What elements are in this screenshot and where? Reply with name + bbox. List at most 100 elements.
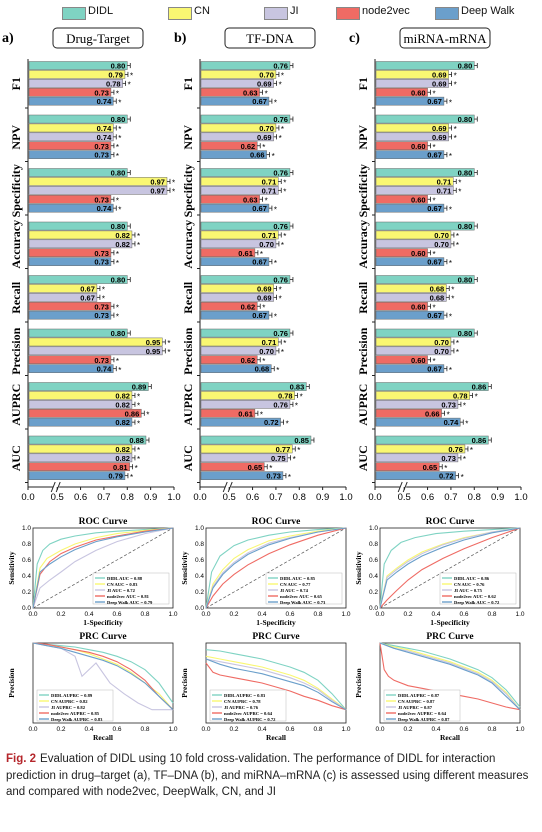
metric-label: F1 xyxy=(9,77,23,90)
x-tick-label: 0.4 xyxy=(257,611,266,618)
curve-line xyxy=(32,527,174,609)
bar-value-label: 0.74 xyxy=(97,204,112,213)
significance-mark: * xyxy=(137,393,140,402)
bar xyxy=(375,177,454,186)
bar-value-label: 0.67 xyxy=(427,151,442,160)
curve-legend-label: JI AUPRC = 0.87 xyxy=(398,705,433,710)
bar-value-label: 0.71 xyxy=(437,186,452,195)
bar-value-label: 0.80 xyxy=(111,222,126,231)
curve-legend-label: Deep Walk AUC = 0.72 xyxy=(454,600,500,605)
x-tick-label: 0.6 xyxy=(112,726,121,733)
diagonal-reference-line xyxy=(32,527,174,609)
x-tick-label: 0.9 xyxy=(491,492,504,503)
significance-mark: * xyxy=(456,241,459,250)
bar xyxy=(375,346,452,356)
curve-line xyxy=(379,527,521,609)
y-axis-label: Sensitivity xyxy=(180,551,189,585)
metric-label: F1 xyxy=(356,77,370,90)
x-tick-label: 1.0 xyxy=(341,611,350,618)
curve-legend-label: JI AUC = 0.75 xyxy=(454,588,483,593)
legend: DIDL CN JI node2vec Deep Walk xyxy=(0,2,542,24)
significance-mark: * xyxy=(449,259,452,268)
curve-line xyxy=(205,658,347,711)
significance-mark: * xyxy=(137,419,140,428)
bar-value-label: 0.80 xyxy=(458,329,473,338)
metric-label: Precision xyxy=(181,327,195,374)
bar-value-label: 0.78 xyxy=(106,79,121,88)
metric-label: AUPRC xyxy=(181,384,195,426)
metric-label: Specificity xyxy=(181,164,195,217)
bar xyxy=(200,346,277,356)
x-tick-label: 0.0 xyxy=(28,611,37,618)
x-tick-label: 0.4 xyxy=(84,726,93,733)
x-tick-label: 0.8 xyxy=(140,726,149,733)
bar-value-label: 0.80 xyxy=(111,62,126,71)
bar-value-label: 0.97 xyxy=(150,178,165,187)
significance-mark: * xyxy=(274,205,277,214)
significance-mark: * xyxy=(137,455,140,464)
bar-value-label: 0.61 xyxy=(238,409,253,418)
bar-value-label: 0.78 xyxy=(278,392,293,401)
bar-value-label: 0.68 xyxy=(430,293,445,302)
significance-mark: * xyxy=(283,179,286,188)
legend-swatch xyxy=(264,7,288,20)
legend-label: Deep Walk xyxy=(461,5,515,17)
curve-legend-box xyxy=(92,572,170,605)
significance-mark: * xyxy=(135,464,138,473)
bar-value-label: 0.86 xyxy=(472,436,487,445)
axis-break-mark xyxy=(227,481,233,493)
bar-value-label: 0.67 xyxy=(252,97,267,106)
legend-swatch xyxy=(62,7,86,20)
curve-line xyxy=(379,642,521,711)
bar-value-label: 0.66 xyxy=(250,151,265,160)
x-tick-label: 0.0 xyxy=(375,726,384,733)
x-tick-label: 1.0 xyxy=(515,611,524,618)
legend-label: DIDL xyxy=(88,5,114,17)
significance-mark: * xyxy=(118,366,121,375)
bar-value-label: 0.79 xyxy=(108,472,123,481)
significance-mark: * xyxy=(449,312,452,321)
significance-mark: * xyxy=(463,455,466,464)
significance-mark: * xyxy=(433,197,436,206)
y-tick-label: 0.2 xyxy=(22,589,31,596)
bar xyxy=(28,337,163,347)
diagonal-reference-line xyxy=(379,527,521,609)
curve-legend-label: CN AUC = 0.76 xyxy=(454,582,485,587)
curve-charts: ROC Curve 0.0 0.2 0.4 0.6 0.8 1.0 0.0 0.2 0.4 0.6 0… xyxy=(7,517,525,742)
panel-title-box xyxy=(224,27,316,49)
curve-line xyxy=(32,642,174,711)
y-tick-label: 0.4 xyxy=(369,573,378,580)
bar-value-label: 0.65 xyxy=(423,463,438,472)
bar-value-label: 0.67 xyxy=(427,311,442,320)
panel-title-box xyxy=(399,27,491,49)
significance-mark: * xyxy=(281,348,284,357)
x-tick-label: 0.8 xyxy=(140,611,149,618)
significance-mark: * xyxy=(283,232,286,241)
curve-legend-label: Deep Walk AUPRC = 0.87 xyxy=(398,717,450,722)
bar-value-label: 0.71 xyxy=(262,178,277,187)
y-tick-label: 0.6 xyxy=(22,557,31,564)
bar-value-label: 0.80 xyxy=(111,276,126,285)
curve-legend-label: CN AUPRC = 0.78 xyxy=(224,699,261,704)
significance-mark: * xyxy=(130,72,133,81)
bar xyxy=(375,239,452,249)
bar xyxy=(375,132,449,142)
y-tick-label: 0.2 xyxy=(195,589,204,596)
bar-value-label: 0.67 xyxy=(427,365,442,374)
curve-legend-label: DIDL AUC = 0.88 xyxy=(107,576,143,581)
significance-mark: * xyxy=(116,304,119,313)
x-tick-label: 0.4 xyxy=(257,726,266,733)
curve-legend-label: CN AUC = 0.83 xyxy=(107,582,138,587)
significance-mark: * xyxy=(286,419,289,428)
figure-caption: Fig. 2 Evaluation of DIDL using 10 fold c… xyxy=(6,751,538,801)
legend-label: CN xyxy=(194,5,210,17)
bar-value-label: 0.95 xyxy=(146,347,161,356)
y-tick-label: 0.0 xyxy=(369,605,378,612)
metric-label: Recall xyxy=(356,281,370,314)
bar-value-label: 0.67 xyxy=(80,285,95,294)
bar-value-label: 0.86 xyxy=(125,409,140,418)
x-tick-label: 0.0 xyxy=(375,611,384,618)
bar-value-label: 0.70 xyxy=(434,347,449,356)
significance-mark: * xyxy=(297,446,300,455)
caption-text: Evaluation of DIDL using 10 fold cross-v… xyxy=(6,753,529,798)
